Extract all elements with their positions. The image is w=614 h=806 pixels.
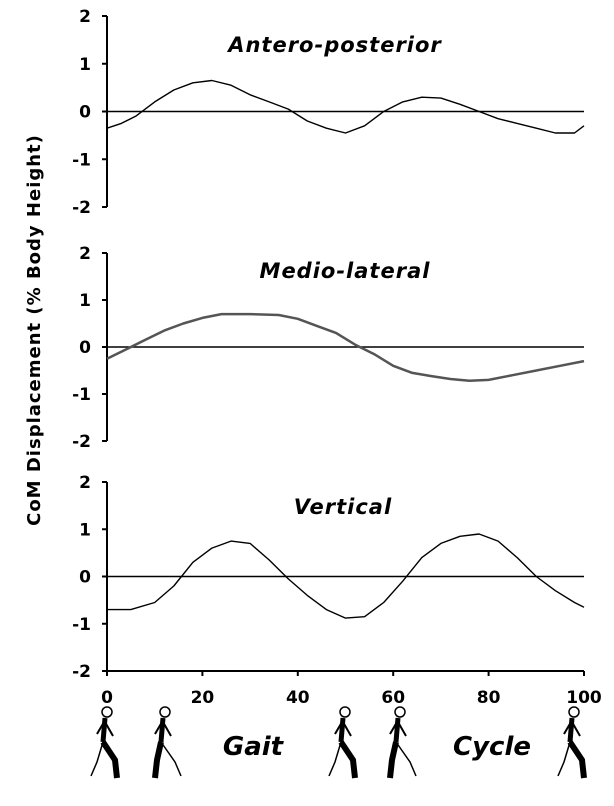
figure-head: [394, 706, 406, 718]
figure-arms: [154, 721, 172, 737]
walking-figure-icon: [90, 706, 120, 779]
figure-arms: [563, 721, 581, 737]
gait-cycle-strip: Gait Cycle: [90, 706, 587, 779]
x-tick-label: 80: [477, 688, 501, 708]
figure-arms: [389, 721, 407, 737]
figure-leg-back: [557, 741, 571, 777]
figure-arms: [96, 721, 114, 737]
x-tick-label: 100: [566, 688, 602, 708]
y-tick-label: -2: [72, 198, 91, 218]
figure-head: [339, 706, 351, 718]
y-tick-label: 0: [79, 568, 91, 588]
x-tick-label: 0: [101, 688, 113, 708]
panel-3: 2 1 0 -1 -2 Vertical: [72, 473, 585, 682]
panel-title: Medio-lateral: [260, 259, 431, 283]
series-line: [107, 533, 585, 619]
y-tick-label: -2: [72, 432, 91, 452]
figure-head: [159, 706, 171, 718]
panel-title: Antero-posterior: [226, 33, 442, 57]
figure-torso: [567, 717, 575, 743]
series-line: [106, 312, 585, 383]
figure-torso: [338, 717, 346, 743]
y-tick-label: 0: [79, 103, 91, 123]
figure-leg-front: [338, 740, 358, 779]
y-tick-label: -1: [72, 385, 91, 405]
series-line: [106, 79, 585, 134]
y-tick-label: -1: [72, 150, 91, 170]
figure-torso: [158, 717, 166, 743]
panel-2: 2 1 0 -1 -2 Medio-lateral: [72, 244, 585, 452]
x-tick-label: 60: [381, 688, 405, 708]
figure-leg-back: [90, 741, 104, 777]
figure-leg-front: [152, 741, 164, 779]
y-tick-label: 2: [79, 473, 91, 493]
figure-leg-front: [387, 741, 399, 779]
figure-leg-front: [100, 740, 120, 779]
figure-torso: [393, 717, 401, 743]
y-tick-label: 2: [79, 7, 91, 27]
figure-arms: [334, 721, 352, 737]
figure-leg-front: [567, 740, 587, 779]
panel-title: Vertical: [294, 495, 392, 519]
y-tick-label: 0: [79, 338, 91, 358]
walking-figure-icon: [557, 706, 587, 779]
panels-group: 2 1 0 -1 -2 Antero-posterior 2 1 0 -1 -2 Medio-late…: [72, 7, 585, 682]
y-tick-label: -1: [72, 615, 91, 635]
walking-figure-icon: [328, 706, 358, 779]
y-tick-label: 2: [79, 244, 91, 264]
figure-head: [101, 706, 113, 718]
x-tick-label: 20: [191, 688, 215, 708]
x-axis-group: 0 20 40 60 80 100: [101, 670, 602, 708]
figure-torso: [100, 717, 108, 743]
x-tick-label: 40: [286, 688, 310, 708]
figure-leg-back: [160, 741, 182, 777]
panel-1: 2 1 0 -1 -2 Antero-posterior: [72, 7, 585, 218]
gait-word: Gait: [223, 732, 285, 762]
y-tick-label: 1: [79, 291, 91, 311]
figure-leg-back: [395, 741, 417, 777]
y-axis-label: CoM Displacement (% Body Height): [24, 134, 45, 526]
figure-head: [568, 706, 580, 718]
y-tick-label: 1: [79, 55, 91, 75]
cycle-word: Cycle: [453, 732, 531, 762]
y-tick-label: -2: [72, 662, 91, 682]
walking-figure-icon: [387, 706, 417, 779]
figure-leg-back: [328, 741, 342, 777]
y-tick-label: 1: [79, 520, 91, 540]
walking-figure-icon: [152, 706, 182, 779]
